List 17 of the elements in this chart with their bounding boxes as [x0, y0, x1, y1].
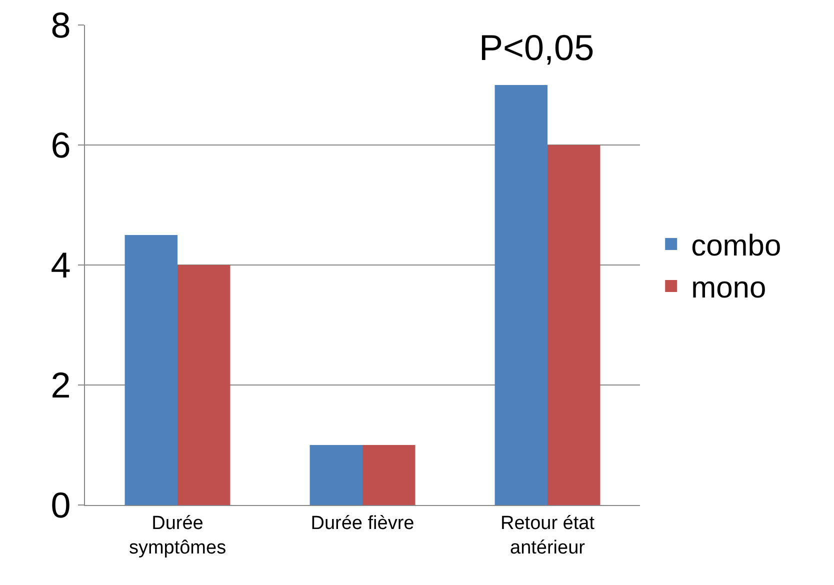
- annotation: P<0,05: [479, 27, 594, 68]
- y-tick-label: 4: [50, 244, 71, 286]
- y-tick-label: 0: [50, 484, 71, 526]
- bar: [178, 265, 230, 505]
- bar: [548, 145, 600, 505]
- x-tick-label: Durée fièvre: [310, 512, 414, 534]
- bar: [310, 445, 362, 505]
- y-tick-label: 6: [50, 124, 71, 166]
- y-tick-label: 2: [50, 364, 71, 406]
- legend-label: combo: [691, 230, 782, 263]
- legend-label: mono: [691, 272, 766, 305]
- y-tick-label: 8: [50, 4, 71, 46]
- bar: [494, 85, 548, 505]
- bar: [124, 235, 178, 505]
- bar: [362, 445, 416, 505]
- x-tick-label: Retour état antérieur: [500, 512, 596, 558]
- x-tick-label: Durée symptômes: [128, 512, 226, 558]
